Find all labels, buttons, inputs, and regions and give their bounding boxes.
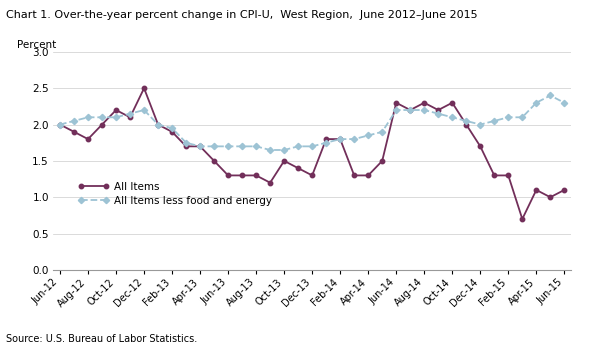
All Items — [71, 130, 78, 134]
All Items — [84, 137, 91, 141]
All Items — [561, 188, 568, 192]
All Items — [519, 217, 526, 221]
All Items less food and energy — [294, 144, 302, 148]
All Items — [365, 173, 372, 177]
All Items less food and energy — [154, 122, 161, 127]
All Items — [112, 108, 120, 112]
All Items less food and energy — [197, 144, 204, 148]
All Items less food and energy — [365, 134, 372, 138]
All Items — [127, 115, 134, 119]
All Items — [350, 173, 358, 177]
All Items — [491, 173, 498, 177]
All Items less food and energy — [112, 115, 120, 119]
All Items — [449, 101, 456, 105]
Text: Percent: Percent — [16, 40, 56, 50]
All Items — [393, 101, 400, 105]
All Items — [337, 137, 344, 141]
All Items — [421, 101, 428, 105]
All Items — [294, 166, 302, 170]
Line: All Items less food and energy: All Items less food and energy — [58, 93, 567, 152]
All Items less food and energy — [323, 141, 330, 145]
All Items — [463, 122, 470, 127]
All Items less food and energy — [267, 148, 274, 152]
All Items less food and energy — [547, 93, 554, 98]
All Items — [197, 144, 204, 148]
All Items less food and energy — [168, 126, 176, 130]
All Items — [309, 173, 316, 177]
All Items less food and energy — [379, 130, 386, 134]
All Items less food and energy — [211, 144, 218, 148]
All Items — [98, 122, 105, 127]
Text: Chart 1. Over-the-year percent change in CPI-U,  West Region,  June 2012–June 20: Chart 1. Over-the-year percent change in… — [6, 10, 478, 20]
All Items less food and energy — [477, 122, 484, 127]
All Items less food and energy — [463, 119, 470, 123]
All Items less food and energy — [127, 112, 134, 116]
All Items — [57, 122, 64, 127]
All Items — [239, 173, 246, 177]
All Items less food and energy — [71, 119, 78, 123]
All Items — [211, 159, 218, 163]
All Items — [379, 159, 386, 163]
All Items — [141, 86, 148, 90]
All Items less food and energy — [435, 112, 442, 116]
All Items — [547, 195, 554, 199]
All Items less food and energy — [57, 122, 64, 127]
All Items less food and energy — [239, 144, 246, 148]
All Items — [253, 173, 260, 177]
Text: Source: U.S. Bureau of Labor Statistics.: Source: U.S. Bureau of Labor Statistics. — [6, 334, 197, 344]
All Items — [406, 108, 413, 112]
All Items less food and energy — [519, 115, 526, 119]
All Items less food and energy — [421, 108, 428, 112]
All Items — [154, 122, 161, 127]
All Items less food and energy — [84, 115, 91, 119]
All Items less food and energy — [505, 115, 512, 119]
All Items less food and energy — [337, 137, 344, 141]
All Items — [267, 181, 274, 185]
All Items less food and energy — [491, 119, 498, 123]
All Items — [533, 188, 540, 192]
All Items — [224, 173, 231, 177]
Legend: All Items, All Items less food and energy: All Items, All Items less food and energ… — [74, 178, 277, 210]
All Items less food and energy — [224, 144, 231, 148]
Line: All Items: All Items — [58, 86, 567, 221]
All Items — [183, 144, 190, 148]
All Items less food and energy — [309, 144, 316, 148]
All Items — [168, 130, 176, 134]
All Items less food and energy — [393, 108, 400, 112]
All Items less food and energy — [280, 148, 287, 152]
All Items — [505, 173, 512, 177]
All Items — [280, 159, 287, 163]
All Items less food and energy — [253, 144, 260, 148]
All Items — [435, 108, 442, 112]
All Items less food and energy — [533, 101, 540, 105]
All Items less food and energy — [98, 115, 105, 119]
All Items — [477, 144, 484, 148]
All Items less food and energy — [406, 108, 413, 112]
All Items less food and energy — [141, 108, 148, 112]
All Items less food and energy — [561, 101, 568, 105]
All Items less food and energy — [350, 137, 358, 141]
All Items — [323, 137, 330, 141]
All Items less food and energy — [449, 115, 456, 119]
All Items less food and energy — [183, 141, 190, 145]
